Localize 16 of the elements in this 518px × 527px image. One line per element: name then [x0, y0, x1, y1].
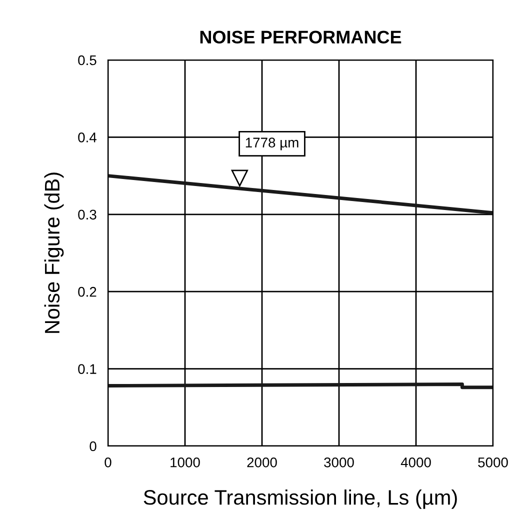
x-tick-label: 0 — [104, 457, 112, 468]
x-tick-label: 4000 — [400, 457, 431, 468]
x-axis-title: Source Transmission line, Ls (µm) — [144, 490, 457, 509]
y-tick-label: 0 — [90, 441, 96, 452]
y-axis-title: Noise Figure (dB) — [44, 172, 64, 333]
y-tick-label: 0.3 — [78, 210, 96, 220]
x-tick-label: 5000 — [478, 457, 508, 468]
x-tick-label: 1000 — [170, 457, 200, 468]
chart-title: NOISE PERFORMANCE — [200, 30, 402, 44]
annotation: 1778 µm — [246, 138, 298, 150]
y-tick-label: 0.1 — [78, 364, 96, 374]
y-tick-label: 0.4 — [78, 132, 96, 142]
y-tick-label: 0.5 — [78, 55, 96, 66]
x-tick-label: 3000 — [324, 457, 354, 468]
y-tick-label: 0.2 — [78, 286, 96, 297]
x-tick-label: 2000 — [247, 457, 277, 468]
